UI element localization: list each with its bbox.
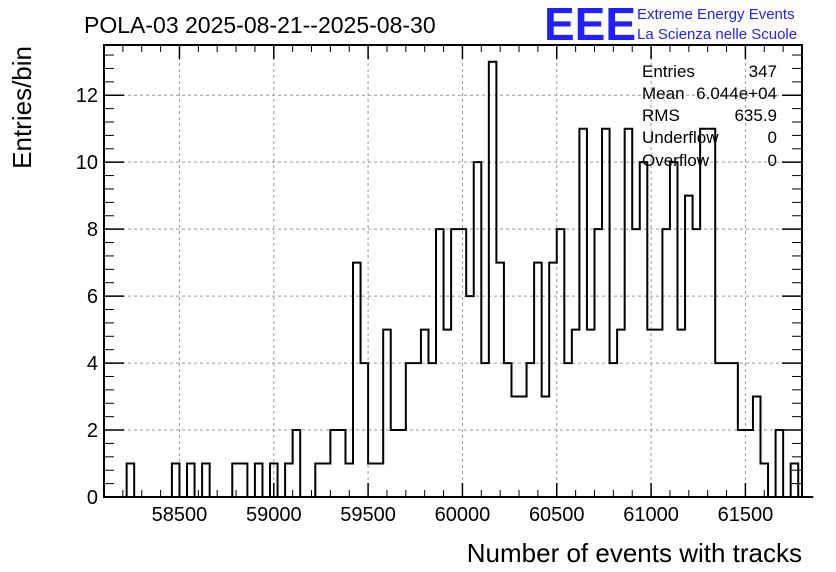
- x-axis-title: Number of events with tracks: [467, 538, 802, 568]
- x-tick-label: 59000: [246, 504, 302, 526]
- logo-line-2: La Scienza nelle Scuole: [637, 26, 797, 43]
- x-tick-label: 58500: [152, 504, 208, 526]
- y-tick-label: 2: [87, 420, 98, 442]
- y-tick-label: 10: [76, 152, 98, 174]
- plot-frame: [103, 44, 803, 498]
- stats-underflow-label: Underflow: [642, 128, 719, 147]
- y-axis-title: Entries/bin: [7, 46, 37, 169]
- stats-underflow-value: 0: [768, 128, 777, 147]
- y-tick-labels: 0 2 4 6 8 10 12: [76, 85, 98, 509]
- stats-mean-value: 6.044e+04: [696, 84, 777, 103]
- stats-entries-label: Entries: [642, 62, 695, 81]
- stats-overflow-label: Overflow: [642, 151, 710, 170]
- stats-entries-value: 347: [749, 62, 777, 81]
- y-tick-label: 0: [87, 487, 98, 509]
- histogram-series: [104, 60, 814, 498]
- stats-box: Entries 347 Mean 6.044e+04 RMS 635.9 Und…: [642, 62, 777, 170]
- x-tick-label: 60000: [435, 504, 491, 526]
- x-tick-label: 60500: [529, 504, 585, 526]
- logo-line-1: Extreme Energy Events: [637, 6, 795, 23]
- y-tick-label: 8: [87, 219, 98, 241]
- grid-lines: [104, 45, 802, 497]
- stats-mean-label: Mean: [642, 84, 685, 103]
- x-tick-labels: 58500 59000 59500 60000 60500 61000 61500: [152, 504, 774, 526]
- eee-logo: EEE: [544, 0, 636, 50]
- y-tick-label: 12: [76, 85, 98, 107]
- stats-overflow-value: 0: [768, 151, 777, 170]
- x-tick-label: 59500: [340, 504, 396, 526]
- x-tick-label: 61500: [718, 504, 774, 526]
- chart-title: POLA-03 2025-08-21--2025-08-30: [84, 12, 436, 38]
- axis-ticks: [103, 45, 803, 498]
- stats-rms-label: RMS: [642, 106, 680, 125]
- y-tick-label: 4: [87, 353, 98, 375]
- y-tick-label: 6: [87, 286, 98, 308]
- x-tick-label: 61000: [623, 504, 679, 526]
- stats-rms-value: 635.9: [734, 106, 777, 125]
